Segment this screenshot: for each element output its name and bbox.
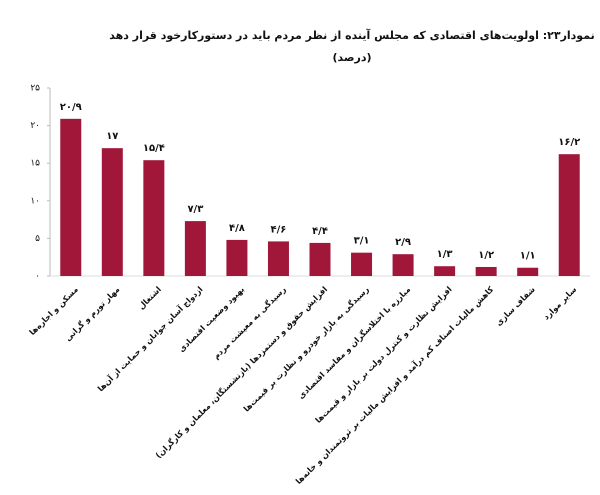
y-tick-label: ۲۵ — [30, 84, 40, 94]
value-label: ۱/۳ — [437, 249, 453, 260]
bar — [475, 266, 497, 276]
x-tick-label: اشتغال — [137, 285, 164, 312]
value-label: ۱/۲ — [478, 250, 494, 261]
value-label: ۴/۶ — [271, 224, 287, 235]
value-label: ۲/۹ — [395, 237, 411, 248]
value-label: ۴/۸ — [229, 223, 245, 234]
x-tick-label: کاهش مالیات اصناف کم درآمد و افزایش مالی… — [293, 284, 496, 487]
value-label: ۱۷ — [106, 131, 118, 142]
y-tick-label: ۰ — [35, 272, 40, 282]
bar — [267, 241, 289, 276]
y-tick-label: ۱۰ — [30, 196, 40, 206]
x-tick-label: شفاف سازی — [494, 285, 537, 328]
bar — [226, 239, 248, 276]
chart-subtitle: (درصد) — [332, 51, 371, 64]
bar — [392, 254, 414, 276]
bar — [143, 160, 165, 276]
chart-title: نمودار۲۳: اولویت‌های اقتصادی که مجلس آین… — [109, 28, 594, 42]
bar — [309, 242, 331, 276]
bar — [184, 221, 206, 276]
value-label: ۴/۴ — [312, 226, 328, 237]
bar — [351, 252, 373, 276]
value-label: ۱۵/۴ — [143, 143, 165, 154]
value-label: ۲۰/۹ — [60, 102, 82, 113]
x-tick-label: سایر موارد — [542, 285, 579, 322]
y-tick-label: ۵ — [35, 234, 40, 244]
y-tick-label: ۱۵ — [30, 159, 40, 169]
y-tick-label: ۲۰ — [30, 121, 40, 131]
value-label: ۱/۱ — [520, 251, 536, 262]
bar — [434, 266, 456, 276]
bar — [517, 267, 539, 276]
value-label: ۳/۱ — [354, 236, 370, 247]
bar — [558, 154, 580, 276]
x-tick-label: رسیدگی به معیشت مردم — [211, 284, 288, 361]
bar — [60, 118, 82, 276]
value-label: ۷/۳ — [187, 204, 203, 215]
bar — [101, 148, 123, 276]
value-label: ۱۶/۲ — [558, 137, 580, 148]
